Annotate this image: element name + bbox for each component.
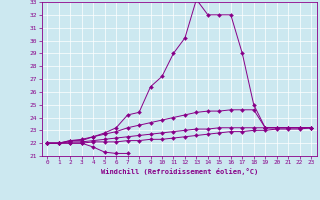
X-axis label: Windchill (Refroidissement éolien,°C): Windchill (Refroidissement éolien,°C) [100, 168, 258, 175]
